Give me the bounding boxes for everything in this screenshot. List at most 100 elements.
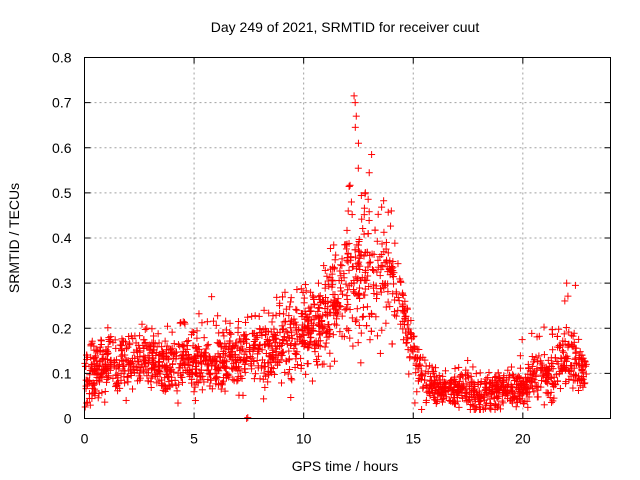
data-point xyxy=(325,308,333,316)
data-point xyxy=(185,354,193,362)
data-point xyxy=(163,342,171,350)
data-point xyxy=(116,341,124,349)
data-point xyxy=(178,341,186,349)
data-point xyxy=(221,344,229,352)
data-point xyxy=(178,373,186,381)
data-point xyxy=(323,312,331,320)
data-point xyxy=(293,306,301,314)
data-point xyxy=(549,397,557,405)
data-point xyxy=(155,362,163,370)
data-point xyxy=(212,321,220,329)
data-point xyxy=(185,369,193,377)
y-axis-label: SRMTID / TECUs xyxy=(6,183,22,293)
data-point xyxy=(319,298,327,306)
data-point xyxy=(230,377,238,385)
data-point xyxy=(324,277,332,285)
data-point xyxy=(174,369,182,377)
data-point xyxy=(192,369,200,377)
scatter-points xyxy=(81,92,590,422)
data-point xyxy=(305,343,313,351)
data-point xyxy=(441,367,449,375)
data-point xyxy=(272,335,280,343)
data-point xyxy=(327,298,335,306)
data-point xyxy=(190,388,198,396)
data-point xyxy=(101,388,109,396)
data-point xyxy=(569,384,577,392)
data-point xyxy=(322,339,330,347)
data-point xyxy=(463,380,471,388)
data-point xyxy=(126,341,134,349)
data-point xyxy=(299,289,307,297)
data-point xyxy=(201,352,209,360)
tick-labels: 0 0.1 0.2 0.3 0.4 0.5 0.6 0.7 0.8 0 5 10 15 20 xyxy=(52,50,531,447)
data-point xyxy=(426,362,434,370)
data-point xyxy=(578,363,586,371)
data-point xyxy=(203,342,211,350)
data-point xyxy=(219,328,227,336)
data-point xyxy=(161,337,169,345)
data-point xyxy=(356,254,364,262)
data-point xyxy=(314,352,322,360)
data-point xyxy=(133,363,141,371)
y-tick-label: 0.4 xyxy=(52,230,72,246)
data-point xyxy=(160,349,168,357)
data-point xyxy=(98,389,106,397)
data-point xyxy=(323,272,331,280)
data-point xyxy=(412,369,420,377)
data-point xyxy=(251,312,259,320)
data-point xyxy=(300,330,308,338)
data-point xyxy=(429,370,437,378)
data-point xyxy=(361,285,369,293)
data-point xyxy=(236,367,244,375)
data-point xyxy=(512,403,520,411)
data-point xyxy=(350,92,358,100)
data-point xyxy=(82,385,90,393)
data-point xyxy=(90,355,98,363)
data-point xyxy=(548,380,556,388)
data-point xyxy=(298,339,306,347)
data-point xyxy=(197,366,205,374)
data-point xyxy=(358,313,366,321)
data-point xyxy=(306,338,314,346)
x-tick-label: 15 xyxy=(405,431,421,447)
data-point xyxy=(191,353,199,361)
data-point xyxy=(559,348,567,356)
data-point xyxy=(569,376,577,384)
data-point xyxy=(212,358,220,366)
data-point xyxy=(542,377,550,385)
data-point xyxy=(508,397,516,405)
data-point xyxy=(234,318,242,326)
data-point xyxy=(493,379,501,387)
data-point xyxy=(570,329,578,337)
data-point xyxy=(494,385,502,393)
data-point xyxy=(440,394,448,402)
data-point xyxy=(515,381,523,389)
data-point xyxy=(515,392,523,400)
data-point xyxy=(98,366,106,374)
data-point xyxy=(331,357,339,365)
data-point xyxy=(267,328,275,336)
data-point xyxy=(204,340,212,348)
data-point xyxy=(527,377,535,385)
data-point xyxy=(287,374,295,382)
data-point xyxy=(198,319,206,327)
data-point xyxy=(139,366,147,374)
data-point xyxy=(533,358,541,366)
data-point xyxy=(359,303,367,311)
data-point xyxy=(449,398,457,406)
data-point xyxy=(111,336,119,344)
data-point xyxy=(148,325,156,333)
data-point xyxy=(394,260,402,268)
data-point xyxy=(239,337,247,345)
data-point xyxy=(439,372,447,380)
data-point xyxy=(282,337,290,345)
data-point xyxy=(575,335,583,343)
data-point xyxy=(464,396,472,404)
data-point xyxy=(284,370,292,378)
data-point xyxy=(235,391,243,399)
data-point xyxy=(114,387,122,395)
data-point xyxy=(140,336,148,344)
data-point xyxy=(308,319,316,327)
axis-ticks xyxy=(84,57,611,419)
chart-title: Day 249 of 2021, SRMTID for receiver cuu… xyxy=(211,19,480,35)
